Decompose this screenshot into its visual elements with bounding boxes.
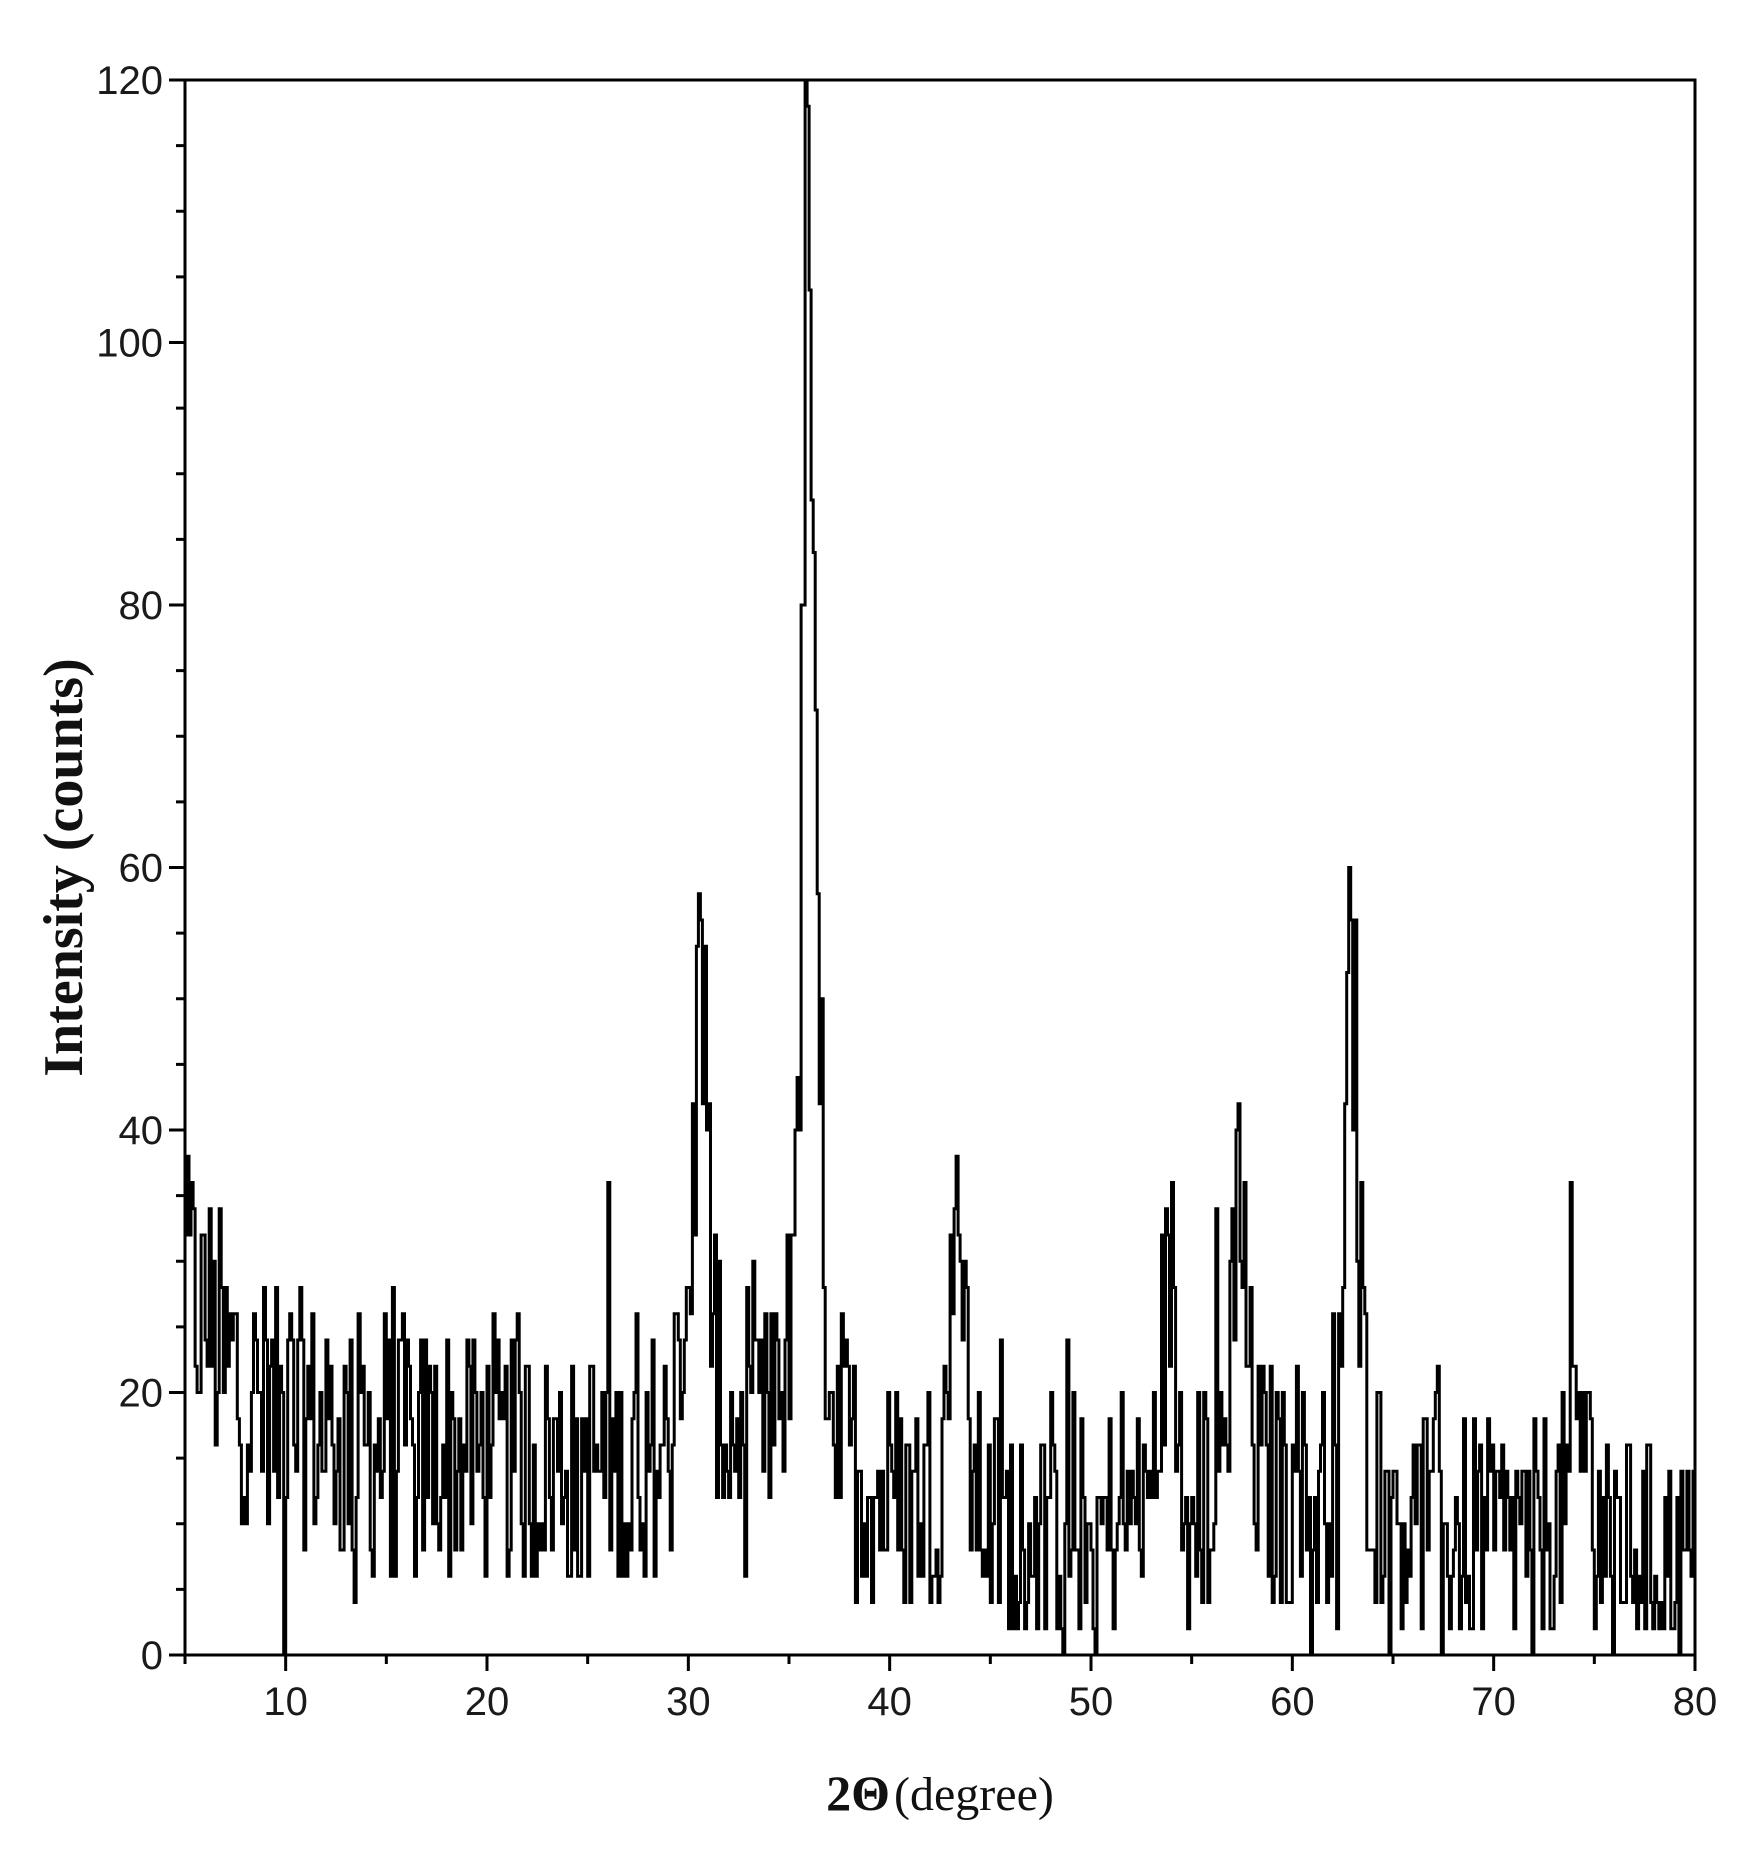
x-axis-label-main: 2Θ (826, 1765, 890, 1821)
series-layer (185, 78, 1697, 1657)
x-tick-label: 80 (1673, 1680, 1718, 1724)
x-tick-label: 30 (666, 1680, 711, 1724)
xrd-series-line (185, 78, 1697, 1657)
y-tick-label: 120 (96, 59, 163, 103)
x-tick-label: 50 (1069, 1680, 1114, 1724)
x-axis-label-unit: (degree) (894, 1768, 1054, 1821)
y-tick-label: 20 (119, 1372, 164, 1416)
x-axis-label: 2Θ (degree) (826, 1765, 1054, 1821)
y-tick-label: 60 (119, 847, 164, 891)
x-axis: 10 20 30 40 50 60 70 80 (183, 1655, 1718, 1724)
x-tick-label: 20 (465, 1680, 510, 1724)
y-tick-label: 40 (119, 1109, 164, 1153)
y-tick-label: 80 (119, 584, 164, 628)
x-tick-label: 60 (1270, 1680, 1315, 1724)
x-tick-label: 40 (867, 1680, 912, 1724)
y-tick-label: 0 (141, 1634, 163, 1678)
x-tick-label: 70 (1471, 1680, 1516, 1724)
x-tick-label: 10 (263, 1680, 308, 1724)
y-axis-label: Intensity (counts) (33, 658, 95, 1076)
y-axis: 0 20 40 60 80 100 120 (96, 59, 185, 1678)
y-tick-label: 100 (96, 322, 163, 366)
